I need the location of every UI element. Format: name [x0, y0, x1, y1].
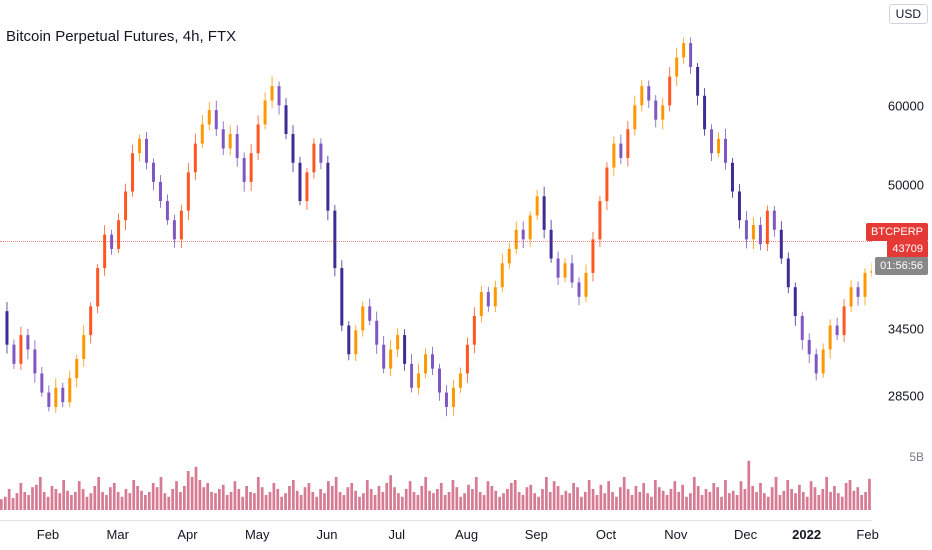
- y-tick: 60000: [888, 98, 924, 113]
- x-tick: Apr: [177, 527, 197, 542]
- x-tick: Sep: [525, 527, 548, 542]
- volume-scale-label: 5B: [909, 450, 924, 464]
- y-tick: 50000: [888, 177, 924, 192]
- y-tick: 34500: [888, 321, 924, 336]
- x-tick: Oct: [596, 527, 616, 542]
- x-tick: Jul: [388, 527, 405, 542]
- price-chart[interactable]: [0, 0, 872, 450]
- x-tick: Mar: [107, 527, 129, 542]
- symbol-badge: BTCPERP: [866, 223, 928, 241]
- x-tick: Dec: [734, 527, 757, 542]
- countdown-badge: 01:56:56: [875, 257, 928, 275]
- x-axis: FebMarAprMayJunJulAugSepOctNovDec2022Feb: [0, 520, 872, 550]
- y-tick: 28500: [888, 389, 924, 404]
- x-tick: Aug: [455, 527, 478, 542]
- x-tick: Feb: [856, 527, 878, 542]
- volume-chart[interactable]: [0, 450, 872, 510]
- y-axis: USD 8000060000500003450028500 BTCPERP437…: [872, 0, 932, 450]
- x-tick: Jun: [317, 527, 338, 542]
- x-tick: May: [245, 527, 270, 542]
- x-tick: Feb: [37, 527, 59, 542]
- current-price-line: [0, 241, 872, 242]
- price-badge: 43709: [887, 240, 928, 258]
- currency-badge: USD: [889, 4, 928, 24]
- x-tick: 2022: [792, 527, 821, 542]
- chart-title: Bitcoin Perpetual Futures, 4h, FTX: [6, 28, 236, 45]
- x-tick: Nov: [664, 527, 687, 542]
